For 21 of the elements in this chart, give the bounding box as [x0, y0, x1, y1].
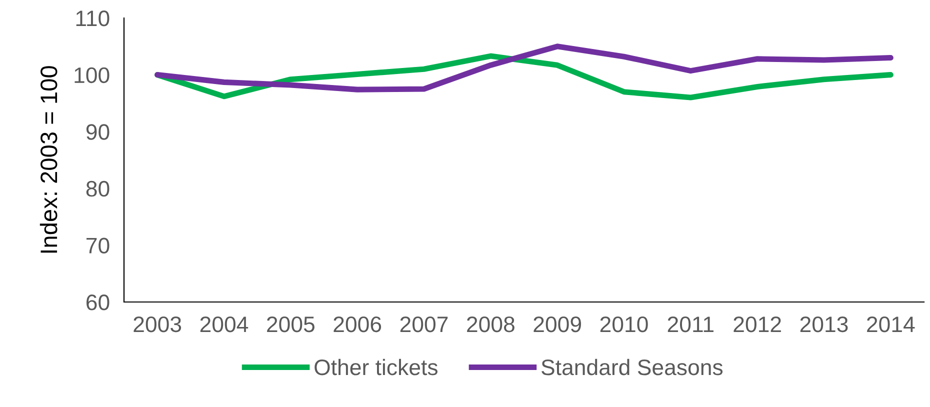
- x-tick-label: 2011: [668, 316, 714, 332]
- y-axis-title: Index: 2003 = 100: [40, 66, 58, 253]
- x-tick-label: 2009: [534, 316, 581, 332]
- x-tick-label: 2012: [734, 316, 781, 332]
- y-tick-label: 70: [86, 238, 110, 254]
- x-tick-label: 2003: [134, 316, 182, 332]
- x-tick-label: 2014: [867, 316, 915, 332]
- y-tick-label: 80: [86, 180, 110, 197]
- y-tick-label: 100: [74, 67, 110, 84]
- legend-label: Other tickets: [314, 358, 438, 376]
- legend-label: Standard Seasons: [542, 358, 723, 376]
- x-tick-label: 2004: [200, 316, 248, 332]
- x-tick-label: 2010: [600, 316, 648, 332]
- x-tick-label: 2013: [800, 316, 848, 332]
- y-tick-label: 60: [86, 294, 110, 310]
- x-tick-label: 2005: [267, 316, 314, 332]
- y-tick-label: 90: [86, 124, 110, 140]
- x-tick-label: 2008: [467, 316, 514, 332]
- x-tick-label: 2006: [334, 316, 382, 332]
- x-tick-label: 2007: [400, 316, 448, 332]
- y-tick-label: 110: [76, 10, 110, 26]
